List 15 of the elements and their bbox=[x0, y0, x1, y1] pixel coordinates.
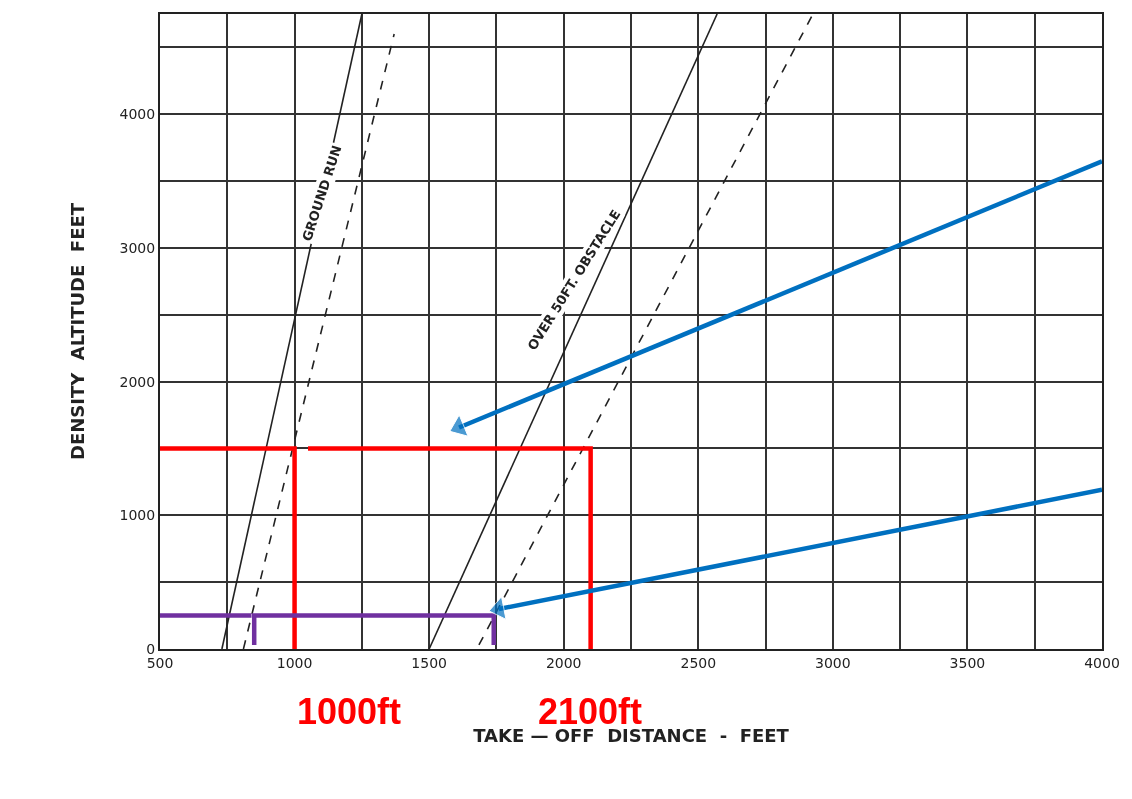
x-tick-label: 2000 bbox=[545, 654, 582, 671]
text: 1000ft bbox=[297, 691, 402, 732]
y-tick-label: 3000 bbox=[119, 239, 156, 256]
x-tick-label: 1500 bbox=[411, 654, 447, 671]
x-tick-label: 1000 bbox=[276, 654, 313, 671]
y-tick-label: 4000 bbox=[119, 106, 156, 123]
x-tick-label: 3000 bbox=[815, 654, 851, 671]
y-tick-label: 0 bbox=[146, 640, 156, 657]
x-tick-label: 3500 bbox=[949, 654, 986, 671]
y-tick-label: 2000 bbox=[119, 373, 156, 390]
x-tick-label: 500 bbox=[146, 654, 174, 671]
x-tick-label: 4000 bbox=[1084, 654, 1120, 671]
y-axis-title: DENSITY ALTITUDE FEET bbox=[67, 202, 89, 461]
y-tick-label: 1000 bbox=[119, 507, 156, 524]
x-tick-label: 2500 bbox=[680, 654, 717, 671]
